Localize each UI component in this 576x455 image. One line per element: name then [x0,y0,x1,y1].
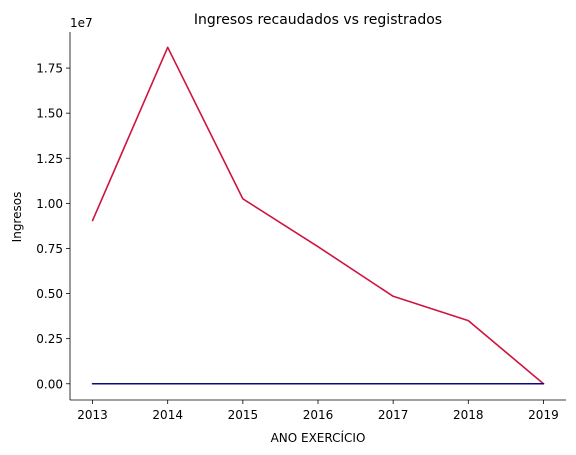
x-tick-label: 2015 [228,408,259,422]
chart-title: Ingresos recaudados vs registrados [194,12,442,28]
y-tick-label: 0.50 [36,287,63,301]
y-tick-label: 1.50 [36,107,63,121]
y-tick-label: 0.00 [36,377,63,391]
x-axis-label: ANO EXERCÍCIO [271,430,366,445]
y-tick-label: 1.25 [36,152,63,166]
x-tick-label: 2018 [453,408,484,422]
x-tick-label: 2019 [528,408,559,422]
y-tick-label: 1.00 [36,197,63,211]
y-tick-label: 1.75 [36,62,63,76]
y-tick-label: 0.25 [36,332,63,346]
series-line-1 [91,46,545,385]
x-tick-label: 2014 [152,408,183,422]
plot-area: 2013 2014 2015 2016 2017 2018 2019 0.00 0.25 0.50… [36,32,566,422]
x-tick-label: 2016 [303,408,334,422]
x-tick-label: 2013 [77,408,108,422]
y-tick-label: 0.75 [36,242,63,256]
y-axis-label: Ingresos [10,192,24,243]
y-axis-offset-label: 1e7 [70,16,93,30]
x-tick-label: 2017 [378,408,409,422]
